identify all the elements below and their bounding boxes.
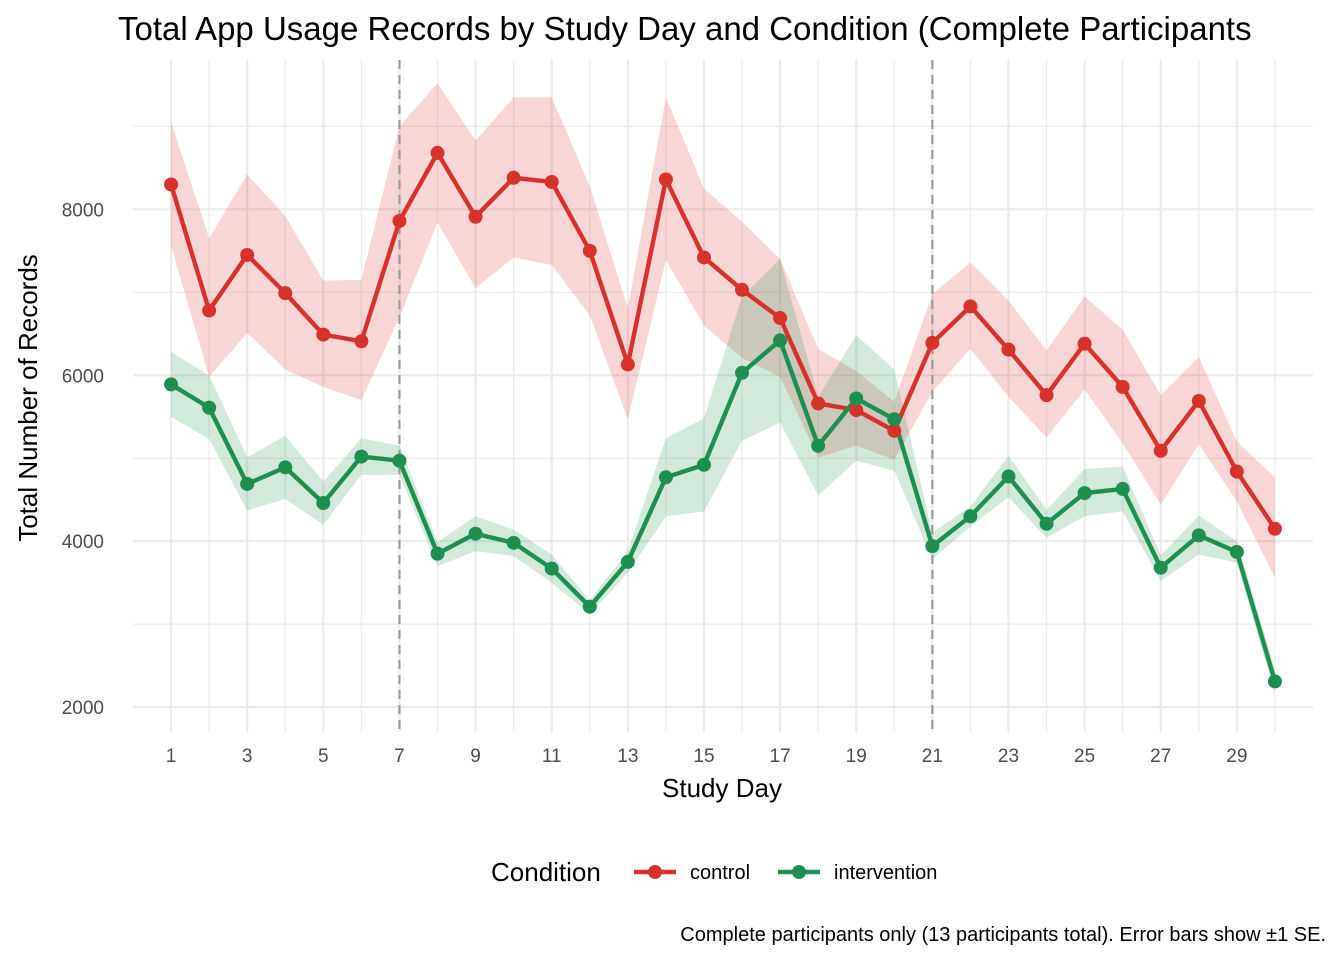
data-point-control xyxy=(202,303,217,318)
data-point-intervention xyxy=(1229,544,1244,559)
data-point-intervention xyxy=(696,457,711,472)
data-point-intervention xyxy=(887,412,902,427)
data-point-intervention xyxy=(430,546,445,561)
data-point-control xyxy=(773,311,788,326)
grid xyxy=(133,60,1313,732)
legend-key-point-control xyxy=(648,865,662,879)
x-tick-label: 3 xyxy=(242,746,253,767)
y-tick-label: 6000 xyxy=(62,366,104,387)
data-point-control xyxy=(582,243,597,258)
legend-label-intervention: intervention xyxy=(834,862,937,884)
data-point-control xyxy=(164,177,179,192)
data-point-control xyxy=(1191,393,1206,408)
data-point-control xyxy=(354,334,369,349)
data-point-intervention xyxy=(735,365,750,380)
legend-key-point-intervention xyxy=(792,865,806,879)
data-point-intervention xyxy=(582,599,597,614)
data-point-intervention xyxy=(773,333,788,348)
y-tick-label: 4000 xyxy=(62,532,104,553)
data-point-control xyxy=(1001,342,1016,357)
data-point-control xyxy=(544,174,559,189)
data-point-control xyxy=(278,286,293,301)
legend: control intervention xyxy=(634,862,937,884)
y-tick-label: 8000 xyxy=(62,200,104,221)
data-point-intervention xyxy=(925,539,940,554)
data-point-control xyxy=(849,403,864,418)
x-tick-label: 19 xyxy=(846,746,867,767)
data-point-intervention xyxy=(544,561,559,576)
data-point-control xyxy=(887,423,902,438)
legend-title: Condition xyxy=(491,857,601,887)
x-tick-label: 11 xyxy=(542,746,562,767)
chart-title: Total App Usage Records by Study Day and… xyxy=(118,10,1252,47)
data-point-intervention xyxy=(1267,674,1282,689)
y-axis-title: Total Number of Records xyxy=(13,254,43,542)
data-point-control xyxy=(735,282,750,297)
data-point-intervention xyxy=(849,391,864,406)
x-axis-title: Study Day xyxy=(662,773,782,803)
data-point-control xyxy=(506,170,521,185)
x-tick-label: 27 xyxy=(1150,746,1171,767)
data-point-control xyxy=(925,335,940,350)
series-points xyxy=(164,145,1282,689)
x-tick-label: 23 xyxy=(998,746,1019,767)
data-point-intervention xyxy=(1153,560,1168,575)
data-point-control xyxy=(1229,464,1244,479)
legend-label-control: control xyxy=(690,862,750,884)
x-tick-label: 5 xyxy=(318,746,329,767)
data-point-intervention xyxy=(506,535,521,550)
x-tick-label: 13 xyxy=(617,746,638,767)
y-axis-ticks: 2000 4000 6000 8000 xyxy=(62,200,104,719)
data-point-intervention xyxy=(316,496,331,511)
data-point-control xyxy=(1267,521,1282,536)
data-point-intervention xyxy=(1191,528,1206,543)
data-point-control xyxy=(1077,336,1092,351)
error-band-control xyxy=(171,83,1275,578)
data-point-intervention xyxy=(1039,516,1054,531)
data-point-control xyxy=(1153,443,1168,458)
data-point-control xyxy=(963,299,978,314)
x-tick-label: 25 xyxy=(1074,746,1095,767)
x-tick-label: 29 xyxy=(1226,746,1247,767)
y-tick-label: 2000 xyxy=(62,698,104,719)
data-point-intervention xyxy=(202,400,217,415)
data-point-intervention xyxy=(1001,469,1016,484)
x-tick-label: 7 xyxy=(394,746,405,767)
data-point-intervention xyxy=(658,470,673,485)
chart-caption: Complete participants only (13 participa… xyxy=(680,924,1326,946)
x-tick-label: 15 xyxy=(693,746,714,767)
data-point-control xyxy=(658,172,673,187)
data-point-intervention xyxy=(1115,481,1130,496)
data-point-intervention xyxy=(468,526,483,541)
data-point-control xyxy=(316,327,331,342)
data-point-control xyxy=(620,357,635,372)
data-point-intervention xyxy=(164,377,179,392)
x-tick-label: 9 xyxy=(470,746,481,767)
x-tick-label: 21 xyxy=(922,746,943,767)
data-point-control xyxy=(1115,379,1130,394)
x-tick-label: 1 xyxy=(166,746,177,767)
data-point-intervention xyxy=(240,476,255,491)
data-point-intervention xyxy=(278,460,293,475)
data-point-intervention xyxy=(1077,486,1092,501)
data-point-control xyxy=(1039,388,1054,403)
data-point-control xyxy=(468,209,483,224)
data-point-intervention xyxy=(811,438,826,453)
error-bands xyxy=(171,83,1275,694)
data-point-intervention xyxy=(392,453,407,468)
data-point-intervention xyxy=(620,554,635,569)
data-point-intervention xyxy=(354,449,369,464)
data-point-control xyxy=(430,145,445,160)
data-point-intervention xyxy=(963,509,978,524)
x-axis-ticks: 1 3 5 7 9 11 13 15 17 19 21 23 25 27 29 xyxy=(166,746,1248,767)
data-point-control xyxy=(240,247,255,262)
data-point-control xyxy=(392,213,407,228)
x-tick-label: 17 xyxy=(770,746,791,767)
data-point-control xyxy=(811,396,826,411)
reference-lines xyxy=(398,60,934,732)
data-point-control xyxy=(696,250,711,265)
